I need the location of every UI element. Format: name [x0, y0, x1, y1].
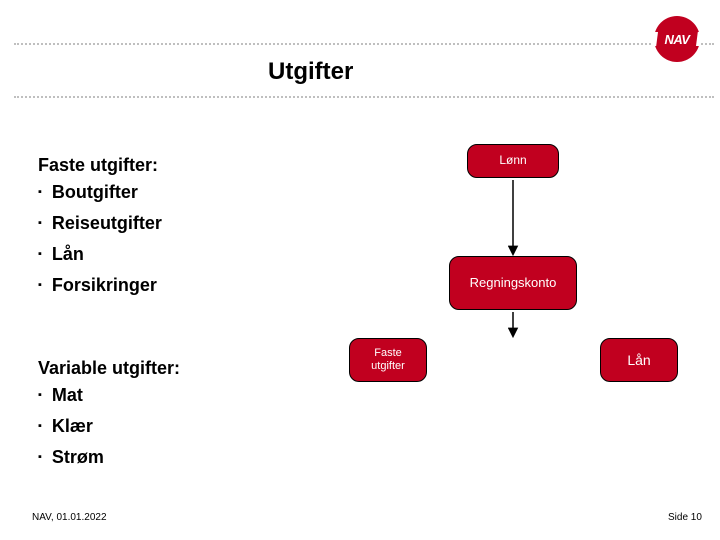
section-heading-variable: Variable utgifter:: [38, 358, 180, 379]
node-faste: Faste utgifter: [349, 338, 427, 382]
page-title: Utgifter: [268, 58, 353, 86]
node-label: Lån: [627, 352, 650, 368]
footer-page-number: 10: [691, 512, 702, 523]
node-lonn: Lønn: [467, 144, 559, 178]
footer-page-prefix: Side: [668, 512, 691, 523]
footer-right: Side 10: [668, 512, 702, 523]
rule-bottom: [14, 96, 714, 98]
list-item: Mat: [38, 385, 104, 406]
node-konto: Regningskonto: [449, 256, 577, 310]
bullets-faste: Boutgifter Reiseutgifter Lån Forsikringe…: [38, 182, 162, 306]
list-item: Lån: [38, 244, 162, 265]
node-label: Regningskonto: [470, 276, 557, 291]
footer-left: NAV, 01.01.2022: [32, 512, 107, 523]
nav-logo-text: NAV: [665, 32, 690, 47]
node-laan: Lån: [600, 338, 678, 382]
list-item: Forsikringer: [38, 275, 162, 296]
node-label: Faste utgifter: [371, 347, 405, 372]
nav-logo: NAV: [654, 16, 700, 62]
list-item: Strøm: [38, 447, 104, 468]
list-item: Boutgifter: [38, 182, 162, 203]
list-item: Reiseutgifter: [38, 213, 162, 234]
rule-top: [14, 43, 714, 45]
slide: NAV Utgifter Faste utgifter: Boutgifter …: [0, 0, 720, 540]
section-heading-faste: Faste utgifter:: [38, 155, 158, 176]
node-label: Lønn: [499, 154, 526, 168]
bullets-variable: Mat Klær Strøm: [38, 385, 104, 478]
list-item: Klær: [38, 416, 104, 437]
